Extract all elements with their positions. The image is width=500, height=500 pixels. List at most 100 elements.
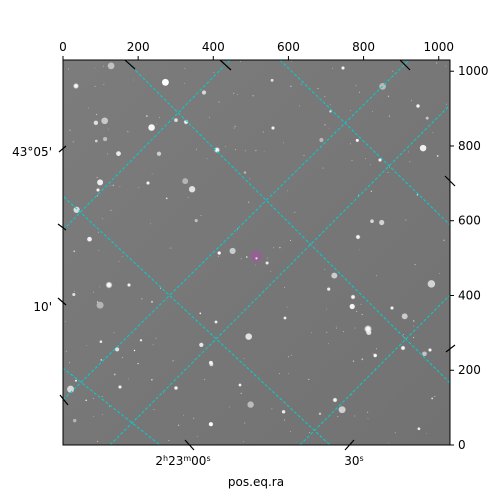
star (138, 187, 140, 189)
star (422, 351, 427, 357)
star (108, 128, 109, 130)
star (201, 90, 207, 95)
star (255, 257, 258, 260)
star (194, 219, 198, 223)
star (148, 124, 155, 131)
star (229, 406, 230, 408)
target-marker (251, 251, 262, 262)
x-axis-label: pos.eq.ra (228, 475, 284, 489)
star (74, 290, 75, 292)
bright-star (118, 385, 122, 389)
star (266, 257, 268, 259)
grid-line (63, 195, 331, 445)
star (161, 78, 169, 86)
star (283, 419, 285, 421)
right-axis-tick-label: 1000 (458, 64, 489, 78)
star (427, 280, 436, 288)
star (284, 286, 286, 288)
star (235, 149, 236, 150)
star (413, 325, 414, 327)
star (279, 246, 281, 249)
star (177, 424, 180, 426)
grid-line (299, 294, 450, 445)
star (75, 379, 77, 382)
star (432, 132, 434, 134)
star (229, 247, 236, 254)
star (271, 408, 273, 410)
star (405, 219, 407, 221)
star (182, 178, 189, 185)
star (103, 137, 108, 142)
star (324, 96, 326, 98)
star (318, 412, 322, 416)
star (127, 131, 129, 133)
grid-line (63, 367, 161, 445)
star (388, 115, 390, 117)
star (294, 211, 296, 213)
star (401, 313, 408, 320)
top-axis-tick-label: 600 (277, 40, 300, 54)
star (96, 113, 98, 116)
wcs-tick (344, 439, 355, 451)
bright-star (364, 325, 372, 333)
star (324, 268, 326, 270)
star (367, 411, 369, 413)
star (150, 223, 151, 225)
bright-star (96, 188, 100, 192)
star (174, 118, 178, 122)
star (247, 401, 254, 408)
star (443, 239, 445, 241)
wcs-tick (57, 223, 67, 231)
star (102, 218, 103, 220)
star (115, 347, 120, 352)
ra-tick-label-2h23m00s: 2h23m00s (155, 454, 210, 468)
star (426, 433, 427, 434)
star (413, 320, 415, 322)
star (208, 116, 210, 118)
star (324, 124, 326, 126)
star (328, 127, 330, 129)
star (121, 357, 123, 358)
star (92, 291, 94, 293)
bright-star (183, 119, 189, 125)
top-axis-tick-label: 400 (202, 40, 225, 54)
star (337, 415, 339, 418)
star (387, 95, 390, 97)
star (283, 142, 284, 144)
star (96, 301, 99, 303)
star (183, 414, 185, 416)
bright-star (378, 158, 382, 162)
star (240, 61, 241, 62)
star (329, 110, 332, 113)
star-field (63, 60, 447, 444)
star (360, 304, 362, 305)
star (245, 333, 252, 340)
star (113, 373, 116, 376)
star (350, 143, 351, 145)
right-axis-tick-label: 800 (458, 139, 481, 153)
star (146, 115, 148, 117)
wcs-tick (57, 297, 67, 306)
star (446, 103, 447, 105)
right-axis-tick-label: 0 (458, 438, 466, 452)
star (287, 190, 288, 192)
star (193, 417, 195, 419)
bright-star (283, 316, 287, 320)
star (245, 256, 248, 258)
star (331, 272, 338, 279)
star (281, 410, 286, 414)
star (338, 406, 346, 414)
star (392, 70, 393, 72)
bright-star (214, 320, 218, 324)
star (425, 116, 429, 120)
star (103, 65, 104, 67)
star (151, 379, 153, 381)
star (367, 418, 369, 420)
wcs-tick (59, 394, 69, 406)
wcs-tick (219, 59, 232, 71)
right-axis-tick-label: 600 (458, 214, 481, 228)
star (329, 104, 331, 106)
star (252, 95, 254, 97)
star (127, 378, 129, 380)
star (361, 313, 363, 316)
